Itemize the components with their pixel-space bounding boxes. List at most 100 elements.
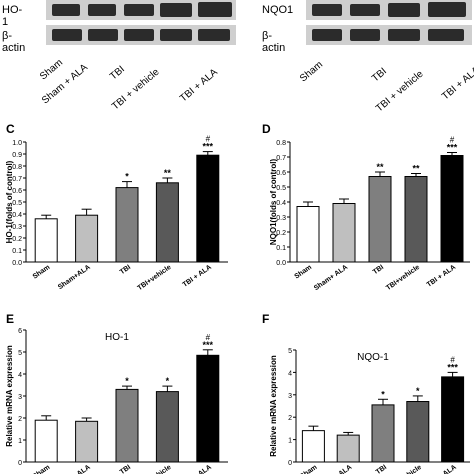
sig2-label-c: # <box>206 135 211 144</box>
bar-f <box>406 401 430 463</box>
panel-letter-f: F <box>262 312 270 326</box>
blot-band <box>312 29 342 41</box>
x-tick-label-d: Sham <box>294 264 314 281</box>
y-tick-label-c: 0.2 <box>12 236 22 243</box>
blot-band <box>160 29 192 41</box>
y-tick-label-e: 5 <box>18 350 22 357</box>
x-tick-label-f: ALA <box>338 464 354 474</box>
sig-label-d: ** <box>412 164 420 174</box>
sig-label-c: * <box>125 172 129 182</box>
sig-label-f: * <box>381 389 385 399</box>
blot-band <box>88 4 116 16</box>
y-tick-label-e: 4 <box>18 372 22 379</box>
bar-c <box>115 187 139 263</box>
y-tick-label-d: 0.1 <box>276 245 286 252</box>
chart-title-f: NQO-1 <box>357 352 389 363</box>
x-tick-label-d: TBI + ALA <box>426 264 457 289</box>
panel-letter-c: C <box>6 122 15 136</box>
y-axis-label-f: Relative mRNA expression <box>269 355 278 457</box>
x-tick-label-e: TBI <box>119 464 132 474</box>
bar-c <box>196 154 220 263</box>
x-tick-label-e: vehicle <box>149 464 173 474</box>
x-tick-label-e: ALA <box>76 464 92 474</box>
sig2-label-d: # <box>450 136 455 145</box>
y-tick-label-c: 0.3 <box>12 224 22 231</box>
y-tick-label-f: 1 <box>288 438 292 445</box>
y-tick-label-c: 0.8 <box>12 164 22 171</box>
sig-label-f: * <box>416 386 420 396</box>
bar-e <box>196 354 220 463</box>
panel-letter-d: D <box>262 122 271 136</box>
y-tick-label-c: 0.7 <box>12 176 22 183</box>
blot-band <box>124 29 154 41</box>
bar-e <box>75 420 99 463</box>
y-tick-label-e: 3 <box>18 394 22 401</box>
bar-c <box>75 214 99 263</box>
blot-band <box>388 29 420 41</box>
y-tick-label-d: 0.4 <box>276 200 286 207</box>
y-tick-label-e: 2 <box>18 416 22 423</box>
y-tick-label-f: 4 <box>288 370 292 377</box>
sig-label-e: * <box>166 376 170 386</box>
y-tick-label-f: 0 <box>288 460 292 467</box>
y-tick-label-d: 0.3 <box>276 215 286 222</box>
blot-band <box>388 3 420 17</box>
y-tick-label-d: 0.2 <box>276 230 286 237</box>
y-tick-label-c: 0.5 <box>12 200 22 207</box>
x-tick-label-f: TBI <box>375 464 388 474</box>
x-tick-label-e: Sham <box>32 464 52 474</box>
y-tick-label-d: 0.6 <box>276 170 286 177</box>
sig-label-e: *** <box>203 340 214 350</box>
blot-band <box>198 2 232 17</box>
chart-title-e: HO-1 <box>105 332 129 343</box>
bar-f <box>301 430 325 463</box>
ho1-blot-label: HO-1 <box>2 4 23 28</box>
blot-band <box>428 29 464 41</box>
y-tick-label-e: 0 <box>18 460 22 467</box>
x-tick-label-f: Sham <box>299 464 319 474</box>
blot-band <box>312 4 342 16</box>
y-tick-label-c: 0.0 <box>12 260 22 267</box>
bar-d <box>368 176 392 263</box>
x-tick-label-f: vehicle <box>399 464 423 474</box>
blot-band <box>428 2 466 17</box>
sig-label-d: *** <box>447 143 458 153</box>
sig-label-c: ** <box>164 168 172 178</box>
blot-band <box>88 29 118 41</box>
y-tick-label-c: 0.4 <box>12 212 22 219</box>
y-tick-label-f: 2 <box>288 415 292 422</box>
bar-c <box>155 182 179 263</box>
x-tick-label-c: Sham+ALA <box>57 264 92 291</box>
x-tick-label-d: Sham+ ALA <box>313 264 349 292</box>
blot-band <box>160 3 192 17</box>
x-tick-label-c: Sham <box>32 264 52 281</box>
blot-band <box>198 29 230 41</box>
y-tick-label-c: 0.1 <box>12 248 22 255</box>
y-tick-label-e: 6 <box>18 328 22 335</box>
bar-c <box>34 218 58 263</box>
y-tick-label-f: 3 <box>288 393 292 400</box>
y-tick-label-d: 0.0 <box>276 260 286 267</box>
actin-blot-label: β-actin <box>2 30 26 54</box>
bar-e <box>155 391 179 463</box>
y-tick-label-d: 0.8 <box>276 140 286 147</box>
blot-band <box>350 4 380 16</box>
x-tick-label-c: TBI+vehicle <box>136 264 172 292</box>
x-tick-label-d: TBI+vehicle <box>385 264 421 292</box>
blot-band <box>350 29 380 41</box>
sig-label-c: *** <box>203 142 214 152</box>
y-tick-label-c: 1.0 <box>12 140 22 147</box>
y-tick-label-f: 5 <box>288 348 292 355</box>
bar-d <box>296 206 320 263</box>
y-tick-label-d: 0.5 <box>276 185 286 192</box>
bar-f <box>336 434 360 463</box>
blot-band <box>124 4 154 16</box>
actin-blot-label: β-actin <box>262 30 286 54</box>
sig2-label-f: # <box>450 355 455 364</box>
y-tick-label-e: 1 <box>18 438 22 445</box>
bar-e <box>115 388 139 463</box>
y-axis-label-d: NQO1(folds of control) <box>269 159 278 246</box>
x-tick-label-f: ALA <box>442 464 458 474</box>
y-tick-label-c: 0.6 <box>12 188 22 195</box>
